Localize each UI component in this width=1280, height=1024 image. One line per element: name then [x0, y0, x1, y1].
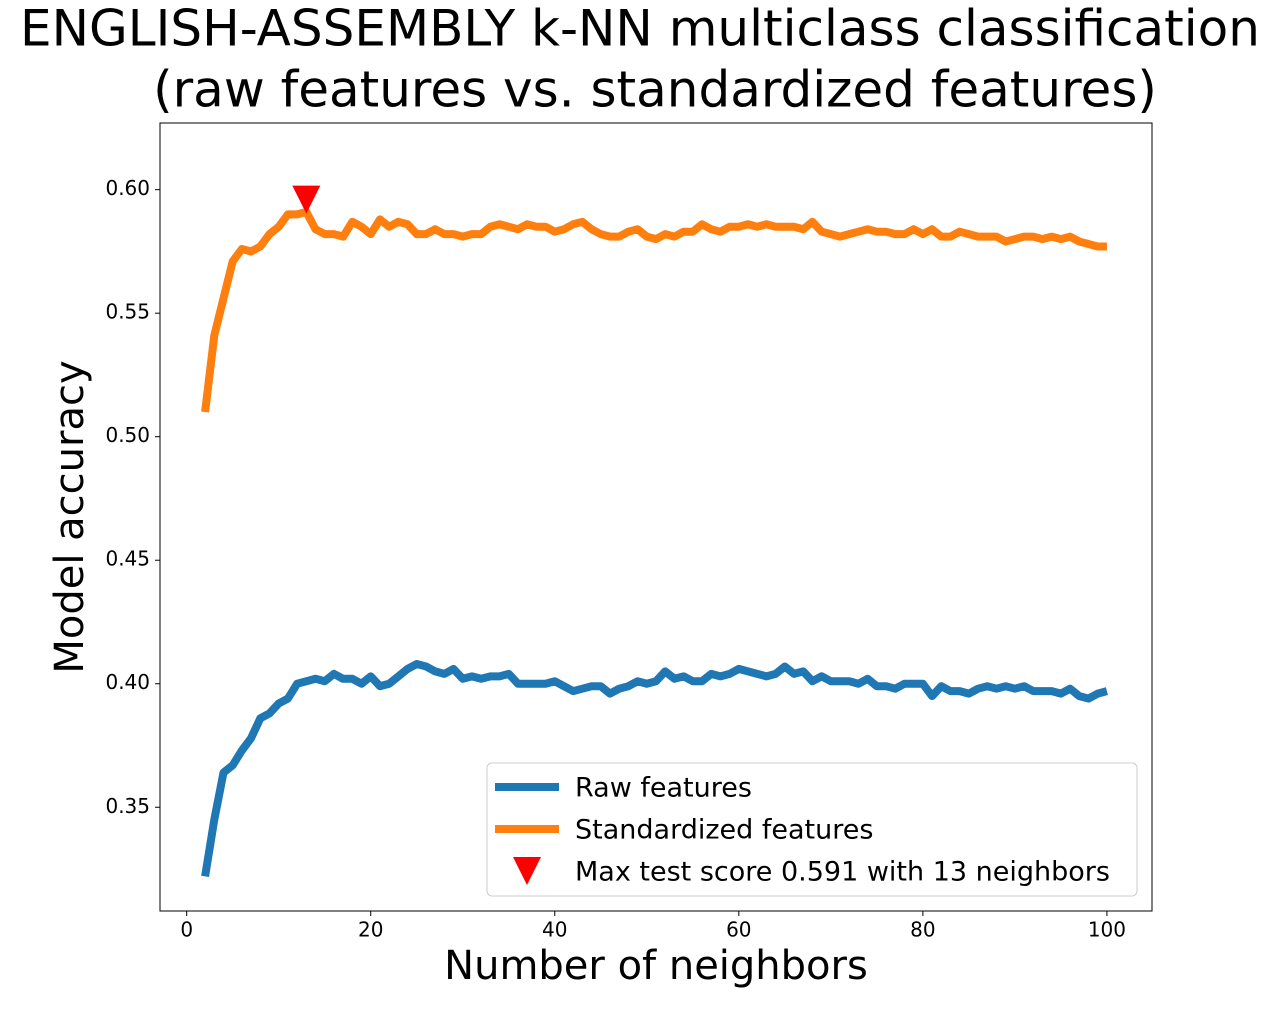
- plot-area: [159, 122, 1153, 912]
- legend-box: [486, 762, 1138, 897]
- max-marker: [292, 185, 321, 214]
- chart-title: (raw features vs. standardized features): [153, 61, 1157, 119]
- x-tick-label: 60: [726, 918, 751, 942]
- legend-label: Raw features: [575, 773, 752, 804]
- x-tick-label: 80: [910, 918, 935, 942]
- x-tick-label: 100: [1088, 918, 1126, 942]
- x-tick-label: 40: [542, 918, 567, 942]
- y-axis-label: Model accuracy: [47, 360, 93, 673]
- line-series: [201, 659, 1108, 878]
- y-tick-label: 0.55: [105, 300, 150, 324]
- y-tick-label: 0.35: [105, 794, 150, 818]
- x-tick-label: 20: [358, 918, 383, 942]
- legend-label: Standardized features: [575, 815, 873, 846]
- y-tick-label: 0.50: [105, 423, 150, 447]
- legend-label: Max test score 0.591 with 13 neighbors: [575, 857, 1110, 888]
- y-tick-label: 0.60: [105, 176, 150, 200]
- legend-swatch: [513, 857, 541, 885]
- line-series: [201, 207, 1107, 413]
- y-tick-label: 0.45: [105, 547, 150, 571]
- x-axis-label: Number of neighbors: [444, 943, 868, 989]
- chart-title: ENGLISH-ASSEMBLY k-NN multiclass classif…: [20, 0, 1260, 58]
- x-tick-label: 0: [180, 918, 193, 942]
- y-tick-label: 0.40: [105, 670, 150, 694]
